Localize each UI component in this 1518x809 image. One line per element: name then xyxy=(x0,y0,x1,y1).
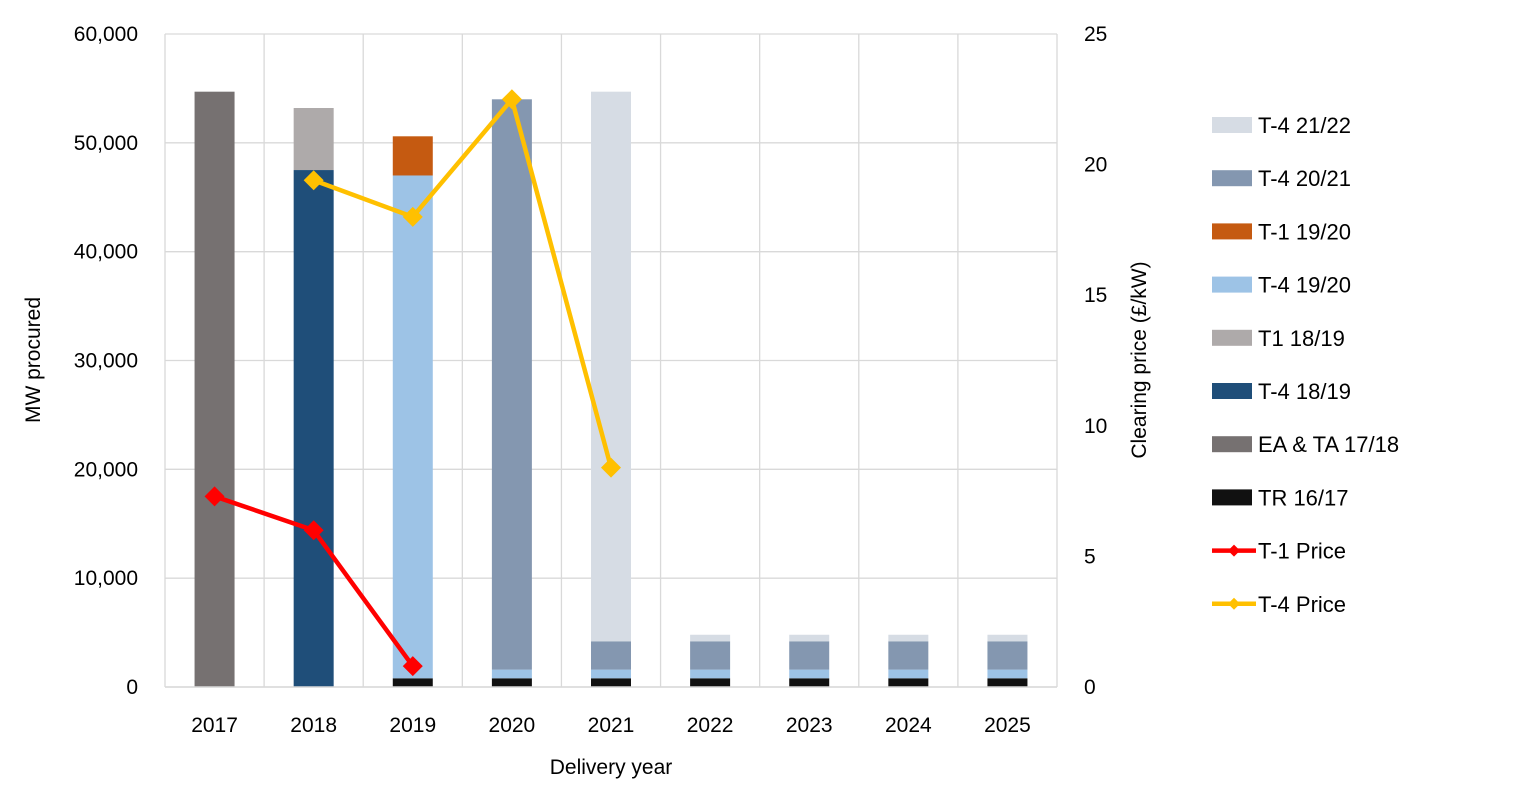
bar-t-4-20-21-2021 xyxy=(591,641,631,670)
bar-t-4-19-20-2023 xyxy=(789,669,830,679)
bar-tr-16-17-2021 xyxy=(591,678,631,687)
bar-t-4-20-21-2023 xyxy=(789,641,830,670)
legend-item-t-4-20-21: T-4 20/21 xyxy=(1212,166,1351,191)
bar-t-4-21-22-2021 xyxy=(591,91,631,642)
y2-tick-label: 15 xyxy=(1084,284,1107,307)
legend-swatch xyxy=(1212,329,1252,346)
legend-label: EA & TA 17/18 xyxy=(1258,432,1399,457)
legend-marker xyxy=(1228,597,1240,610)
y2-tick-label: 10 xyxy=(1084,415,1107,438)
x-tick-label: 2019 xyxy=(389,714,436,737)
line-t-4-price xyxy=(312,97,614,469)
bar-t-4-20-21-2024 xyxy=(888,641,929,670)
legend-label: T-1 19/20 xyxy=(1258,219,1351,244)
bar-t-4-19-20-2024 xyxy=(888,669,929,679)
legend-item-t-1-19-20: T-1 19/20 xyxy=(1212,219,1351,244)
y-tick-label: 20,000 xyxy=(74,458,138,481)
bar-t-4-19-20-2021 xyxy=(591,669,631,679)
y2-axis-title: Clearing price (£/kW) xyxy=(1128,261,1151,458)
y-tick-label: 0 xyxy=(126,676,138,699)
legend-item-t-4-19-20: T-4 19/20 xyxy=(1212,273,1351,298)
y-tick-label: 30,000 xyxy=(74,350,138,373)
legend: T-4 21/22 T-4 20/21 T-1 19/20 T-4 19/20 T1 1… xyxy=(1212,113,1399,617)
legend-swatch xyxy=(1212,436,1252,453)
bar-tr-16-17-2023 xyxy=(789,678,830,687)
y-tick-label: 60,000 xyxy=(74,23,138,46)
bar-t-4-20-21-2022 xyxy=(690,641,731,670)
legend-swatch xyxy=(1212,223,1252,240)
bar-t-1-19-20-2019 xyxy=(392,136,433,176)
x-tick-label: 2021 xyxy=(588,714,635,737)
bar-t-4-20-21-2025 xyxy=(987,641,1028,670)
legend-item-t-4-price: T-4 Price xyxy=(1212,592,1346,617)
y2-tick-label: 5 xyxy=(1084,545,1096,568)
point-t-4-price-2020 xyxy=(501,89,522,110)
legend-swatch xyxy=(1212,117,1252,133)
x-axis-title: Delivery year xyxy=(550,756,673,779)
tick-labels: 0 10,000 20,000 30,000 40,000 50,000 60,000 0 5 1… xyxy=(74,23,1108,737)
point-t-4-price-2021 xyxy=(601,457,621,478)
legend-label: T-1 Price xyxy=(1258,539,1346,564)
bar-t-4-20-21-2020 xyxy=(491,99,532,670)
x-tick-label: 2023 xyxy=(786,714,833,737)
price-lines xyxy=(204,89,621,677)
legend-label: T-4 21/22 xyxy=(1258,113,1351,138)
bar-t1-18-19-2018 xyxy=(293,108,334,171)
bar-t-4-19-20-2019 xyxy=(392,175,433,679)
bar-t-4-21-22-2024 xyxy=(888,634,929,642)
bar-tr-16-17-2024 xyxy=(888,678,929,687)
point-t-1-price-2019 xyxy=(402,656,423,677)
legend-label: T-4 20/21 xyxy=(1258,166,1351,191)
x-tick-label: 2024 xyxy=(885,714,932,737)
bar-tr-16-17-2020 xyxy=(491,678,532,687)
legend-swatch xyxy=(1212,170,1252,187)
legend-swatch xyxy=(1212,489,1252,506)
legend-item-t-4-21-22: T-4 21/22 xyxy=(1212,113,1351,138)
bar-t-4-19-20-2020 xyxy=(491,669,532,679)
legend-swatch xyxy=(1212,383,1252,399)
y-tick-label: 50,000 xyxy=(74,132,138,155)
legend-item-t-1-price: T-1 Price xyxy=(1212,539,1346,564)
legend-label: T1 18/19 xyxy=(1258,326,1345,351)
legend-marker xyxy=(1228,544,1240,557)
point-t-1-price-2017 xyxy=(204,486,225,507)
legend-label: TR 16/17 xyxy=(1258,485,1349,510)
bar-ea-and-ta-17-18-2017 xyxy=(194,91,235,688)
bar-t-4-21-22-2023 xyxy=(789,634,830,642)
bar-t-4-19-20-2025 xyxy=(987,669,1028,679)
legend-label: T-4 Price xyxy=(1258,592,1346,617)
y-tick-label: 10,000 xyxy=(74,567,138,590)
x-tick-label: 2017 xyxy=(191,714,238,737)
x-tick-label: 2022 xyxy=(687,714,734,737)
legend-label: T-4 18/19 xyxy=(1258,379,1351,404)
x-tick-label: 2025 xyxy=(984,714,1031,737)
y2-tick-label: 20 xyxy=(1084,154,1107,177)
point-t-4-price-2018 xyxy=(303,170,324,191)
legend-swatch xyxy=(1212,276,1252,293)
bar-tr-16-17-2022 xyxy=(690,678,731,687)
bar-tr-16-17-2025 xyxy=(987,678,1028,687)
point-t-1-price-2018 xyxy=(303,520,324,541)
bar-t-4-18-19-2018 xyxy=(293,170,334,687)
x-tick-label: 2020 xyxy=(489,714,536,737)
bar-t-4-21-22-2025 xyxy=(987,634,1028,642)
y-tick-label: 40,000 xyxy=(74,241,138,264)
y2-tick-label: 0 xyxy=(1084,676,1096,699)
bar-stack-area xyxy=(194,91,1028,688)
bar-t-4-21-22-2022 xyxy=(690,634,731,642)
x-tick-label: 2018 xyxy=(290,714,337,737)
y2-tick-label: 25 xyxy=(1084,23,1107,46)
point-t-4-price-2019 xyxy=(402,206,423,227)
legend-item-t-4-18-19: T-4 18/19 xyxy=(1212,379,1351,404)
legend-item-ea-and-ta-17-18: EA & TA 17/18 xyxy=(1212,432,1399,457)
bar-t-4-19-20-2022 xyxy=(690,669,731,679)
legend-item-t1-18-19: T1 18/19 xyxy=(1212,326,1345,351)
y-axis-title: MW procured xyxy=(22,297,45,423)
bar-tr-16-17-2019 xyxy=(392,678,433,687)
legend-item-tr-16-17: TR 16/17 xyxy=(1212,485,1349,510)
legend-label: T-4 19/20 xyxy=(1258,273,1351,298)
